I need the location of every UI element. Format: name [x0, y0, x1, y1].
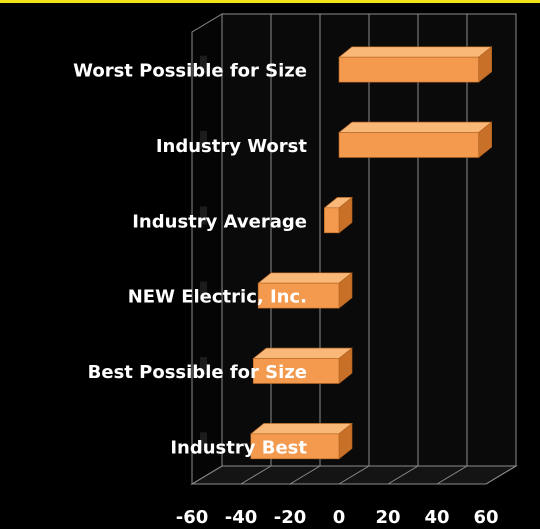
- category-label: Worst Possible for Size: [73, 61, 307, 82]
- category-label: Industry Best: [170, 437, 307, 458]
- floor-gridline: [436, 465, 468, 485]
- side-wall-marker: [200, 357, 207, 375]
- side-wall-marker: [200, 55, 207, 74]
- gridlines: [191, 14, 517, 485]
- side-wall-marker: [200, 432, 207, 451]
- bar: [249, 422, 353, 460]
- floor-gridline: [387, 465, 419, 485]
- bar: [257, 272, 353, 309]
- x-tick-label: 20: [375, 507, 400, 528]
- side-wall-marker: [200, 281, 207, 300]
- bar-front: [257, 282, 340, 309]
- floor-gridline: [485, 465, 517, 485]
- x-tick-label: -20: [274, 507, 307, 528]
- category-label: Industry Average: [132, 211, 307, 232]
- bar-front: [338, 56, 479, 83]
- bar-top: [338, 46, 493, 58]
- side-wall: [191, 13, 223, 485]
- bar: [338, 46, 493, 83]
- bar-top: [338, 121, 493, 133]
- x-tick-label: -60: [176, 507, 209, 528]
- x-tick-label: -40: [225, 507, 258, 528]
- floor-gridline: [191, 465, 223, 485]
- side-wall-marker: [200, 206, 207, 225]
- floor-gridline: [338, 465, 370, 485]
- category-label: NEW Electric, Inc.: [128, 287, 307, 308]
- bar-top: [252, 347, 353, 359]
- top-accent-strip: [0, 0, 540, 3]
- x-tick-labels: -60 -40 -20 0 20 40 60: [176, 507, 499, 528]
- category-label: Best Possible for Size: [88, 362, 307, 383]
- category-label: Industry Worst: [156, 136, 308, 157]
- bar: [323, 196, 353, 234]
- bar-front: [250, 433, 340, 460]
- x-tick-label: 40: [424, 507, 449, 528]
- floor-gridline: [289, 465, 321, 485]
- bar-front: [323, 207, 340, 234]
- bar: [338, 121, 493, 159]
- bar-front: [338, 132, 479, 158]
- side-wall-marker: [200, 131, 207, 149]
- category-labels: Worst Possible for Size Industry Worst Ind…: [73, 61, 307, 459]
- bars: [249, 46, 493, 460]
- x-tick-label: 60: [473, 507, 498, 528]
- floor-gridline: [240, 465, 272, 485]
- x-tick-label: 0: [333, 507, 346, 528]
- bar: [252, 347, 353, 385]
- bar-top: [257, 272, 353, 284]
- bar-top: [249, 423, 353, 435]
- bar-front: [252, 358, 340, 384]
